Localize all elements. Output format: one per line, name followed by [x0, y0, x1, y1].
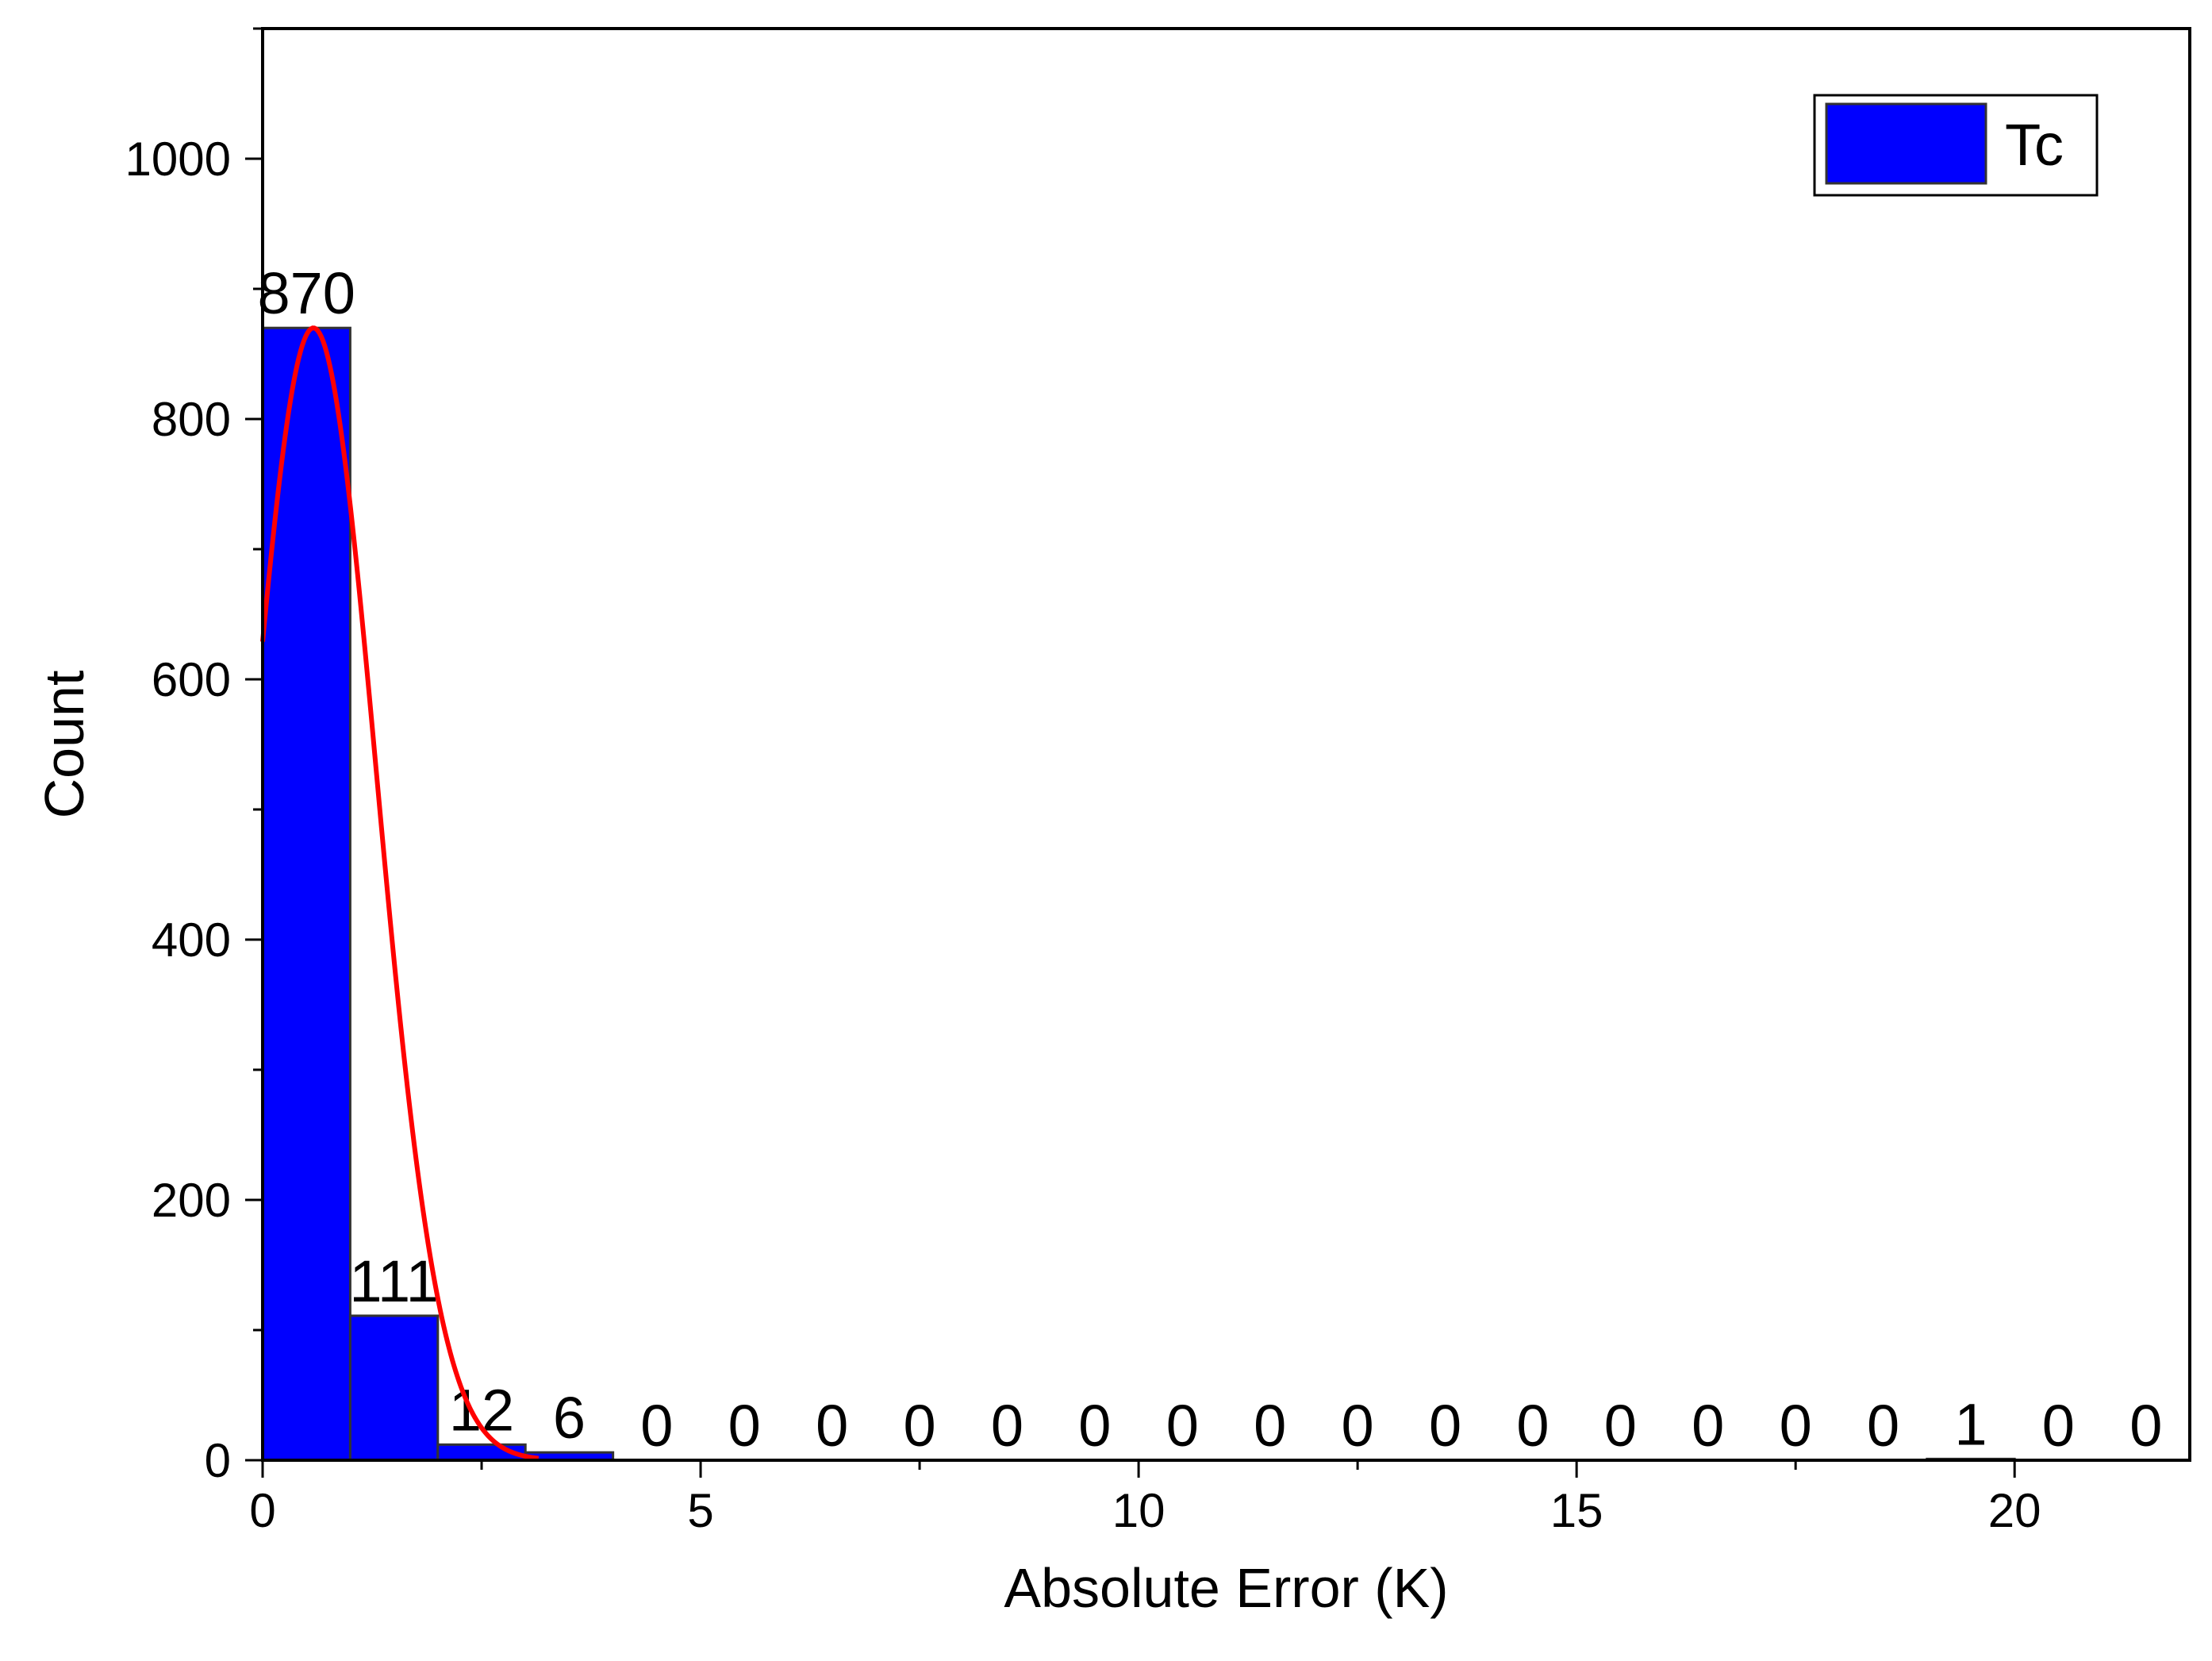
data-label-bin-17: 0: [1780, 1393, 1812, 1459]
y-axis-title: Count: [33, 671, 95, 819]
data-label-bin-21: 0: [2129, 1393, 2162, 1459]
x-axis-title: Absolute Error (K): [1004, 1557, 1448, 1619]
data-label-bin-11: 0: [1254, 1393, 1286, 1459]
data-label-bin-14: 0: [1516, 1393, 1549, 1459]
x-tick-label: 10: [1112, 1484, 1166, 1537]
y-tick-label: 600: [152, 653, 231, 706]
data-label-bin-10: 0: [1166, 1393, 1199, 1459]
y-axis: 0 200 400 600 800 1000: [125, 27, 263, 1487]
legend: Tc: [1813, 94, 2099, 197]
data-label-bin-13: 0: [1429, 1393, 1461, 1459]
x-tick-label: 5: [687, 1484, 713, 1537]
fit-curve: [260, 325, 540, 1461]
plot-frame: [261, 27, 2191, 1462]
x-axis: 0 5 10 15 20: [249, 1460, 2041, 1537]
data-label-bin-8: 0: [991, 1393, 1023, 1459]
x-tick-label: 20: [1988, 1484, 2041, 1537]
data-label-bin-19: 1: [1954, 1391, 1987, 1457]
x-tick-label: 15: [1550, 1484, 1603, 1537]
x-tick-label: 0: [249, 1484, 275, 1537]
data-label-bin-4: 0: [640, 1393, 673, 1459]
y-tick-label: 0: [205, 1434, 231, 1487]
data-label-bin-0: 870: [257, 260, 355, 326]
data-label-bin-9: 0: [1078, 1393, 1111, 1459]
data-label-bin-3: 6: [553, 1385, 586, 1451]
y-tick-label: 200: [152, 1174, 231, 1227]
data-label-bin-12: 0: [1342, 1393, 1374, 1459]
bar-bin-1: [348, 1314, 440, 1462]
data-label-bin-16: 0: [1692, 1393, 1724, 1459]
data-label-bin-15: 0: [1604, 1393, 1637, 1459]
bars-group: [261, 326, 2191, 1462]
data-label-bin-20: 0: [2042, 1393, 2075, 1459]
data-label-bin-6: 0: [816, 1393, 848, 1459]
data-label-bin-7: 0: [903, 1393, 935, 1459]
data-label-bin-18: 0: [1867, 1393, 1899, 1459]
legend-label-tc: Tc: [2005, 112, 2064, 178]
y-tick-label: 400: [152, 913, 231, 967]
data-label-bin-5: 0: [728, 1393, 761, 1459]
y-tick-label: 1000: [125, 133, 231, 186]
y-tick-label: 800: [152, 393, 231, 446]
data-label-bin-1: 111: [349, 1248, 438, 1314]
legend-swatch-tc: [1825, 102, 1987, 185]
